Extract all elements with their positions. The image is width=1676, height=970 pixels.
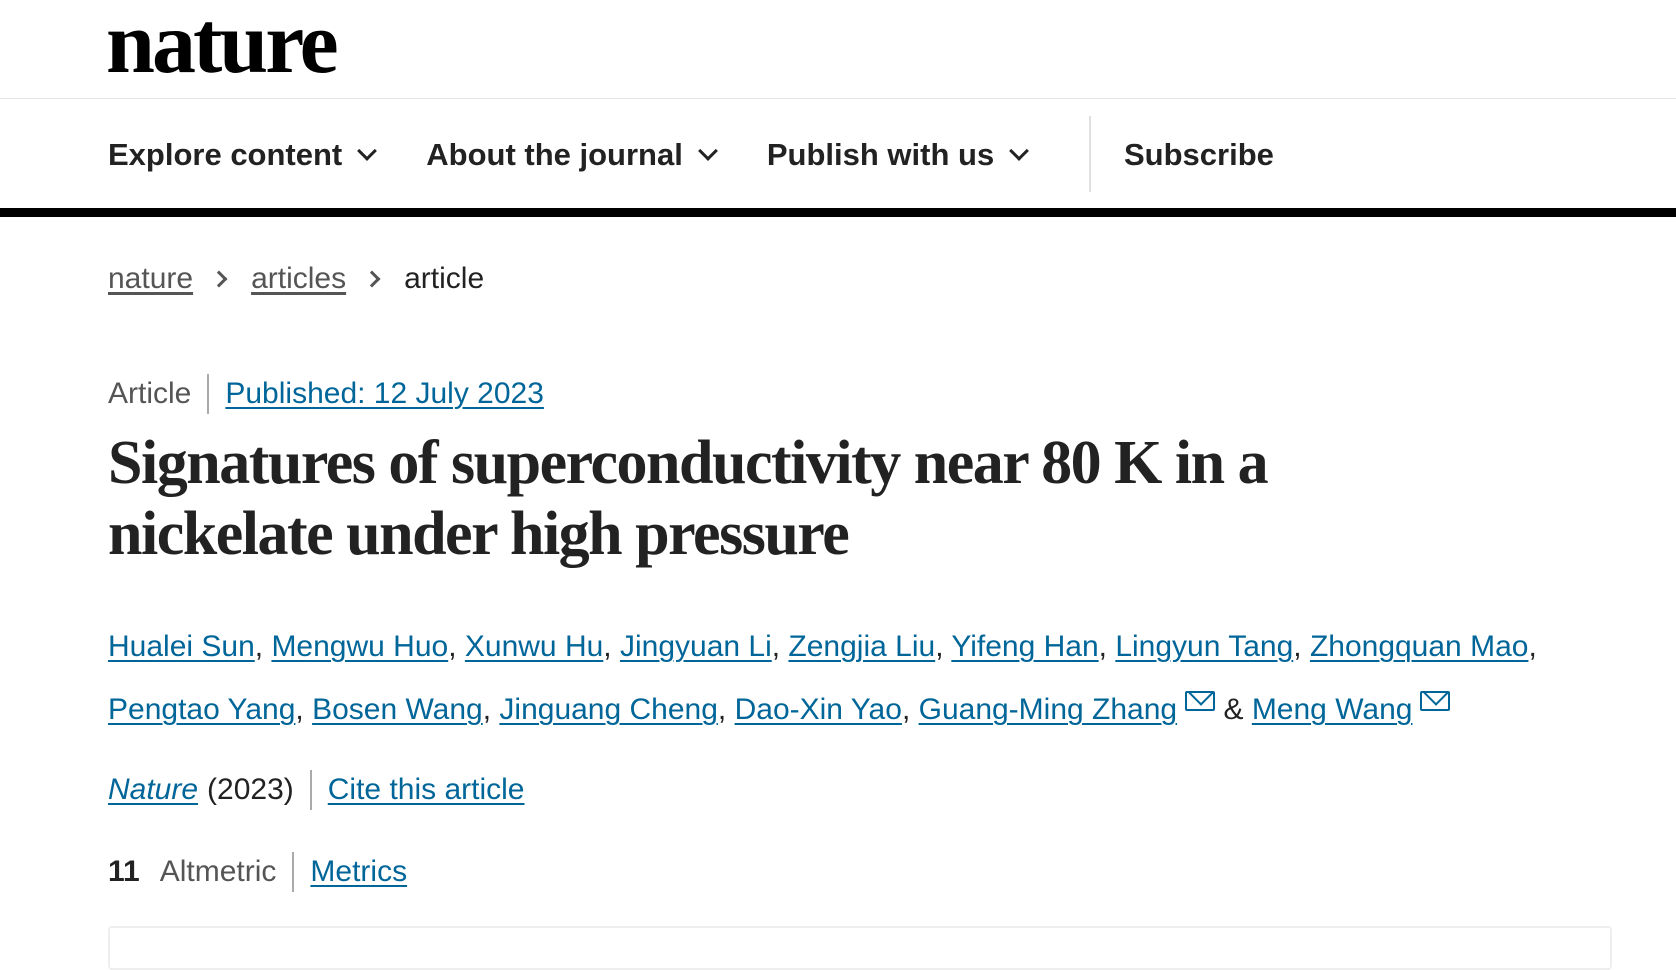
chevron-right-icon <box>363 270 381 288</box>
main-nav: Explore content About the journal Publis… <box>108 133 1078 177</box>
divider <box>207 374 210 414</box>
nature-logo[interactable]: nature <box>106 0 339 92</box>
author-link[interactable]: Guang-Ming Zhang <box>918 693 1178 726</box>
breadcrumb-articles[interactable]: articles <box>251 262 347 295</box>
author-link[interactable]: Zengjia Liu <box>788 630 936 663</box>
author-link[interactable]: Yifeng Han <box>951 630 1099 663</box>
title-line: nickelate under high pressure <box>108 500 850 568</box>
author-list: Hualei Sun, Mengwu Huo, Xunwu Hu, Jingyu… <box>108 630 1537 726</box>
metrics-link[interactable]: Metrics <box>310 855 408 888</box>
chevron-right-icon <box>210 270 228 288</box>
nav-label: About the journal <box>426 137 683 172</box>
author-link[interactable]: Pengtao Yang <box>108 693 296 726</box>
breadcrumb-current: article <box>404 262 485 295</box>
journal-info: Nature (2023) Cite this article <box>108 770 525 810</box>
article-meta: Article Published: 12 July 2023 <box>108 374 544 414</box>
chevron-down-icon <box>697 141 718 161</box>
author-link[interactable]: Lingyun Tang <box>1115 630 1294 663</box>
journal-link[interactable]: Nature <box>108 773 199 806</box>
chevron-down-icon <box>1009 141 1030 161</box>
author-link[interactable]: Jinguang Cheng <box>499 693 718 726</box>
chevron-down-icon <box>357 141 378 161</box>
header-border <box>0 208 1676 217</box>
nav-publish-with-us[interactable]: Publish with us <box>766 137 1030 173</box>
published-date-link[interactable]: Published: 12 July 2023 <box>225 377 544 410</box>
author-link[interactable]: Jingyuan Li <box>619 630 772 663</box>
author-link[interactable]: Bosen Wang <box>312 693 483 726</box>
title-line: Signatures of superconductivity near 80 … <box>108 429 1269 497</box>
divider <box>292 852 295 892</box>
email-icon[interactable] <box>1185 691 1216 711</box>
journal-year: (2023) <box>207 773 294 806</box>
divider <box>0 98 1676 99</box>
author-link[interactable]: Mengwu Huo <box>271 630 449 663</box>
breadcrumb: nature articles article <box>108 262 484 296</box>
altmetric-label: Altmetric <box>159 855 277 888</box>
author-link[interactable]: Zhongquan Mao <box>1309 630 1529 663</box>
article-type: Article <box>108 377 192 410</box>
author-link[interactable]: Dao-Xin Yao <box>734 693 902 726</box>
cite-article-link[interactable]: Cite this article <box>327 773 525 806</box>
altmetric-count: 11 <box>108 855 140 888</box>
nav-divider <box>1089 116 1091 192</box>
divider <box>309 770 312 810</box>
nav-label: Publish with us <box>766 137 995 172</box>
ampersand: & <box>1223 693 1244 726</box>
author-link[interactable]: Meng Wang <box>1251 693 1413 726</box>
breadcrumb-nature[interactable]: nature <box>108 262 194 295</box>
content-box <box>108 926 1612 970</box>
email-icon[interactable] <box>1420 691 1451 711</box>
author-link[interactable]: Xunwu Hu <box>464 630 604 663</box>
nav-explore-content[interactable]: Explore content <box>108 137 378 173</box>
article-title: Signatures of superconductivity near 80 … <box>108 428 1558 570</box>
author-link[interactable]: Hualei Sun <box>108 630 255 663</box>
altmetric-info: 11 Altmetric Metrics <box>108 852 407 892</box>
nav-about-journal[interactable]: About the journal <box>426 137 718 173</box>
nav-label: Explore content <box>108 137 343 172</box>
subscribe-link[interactable]: Subscribe <box>1124 137 1274 172</box>
